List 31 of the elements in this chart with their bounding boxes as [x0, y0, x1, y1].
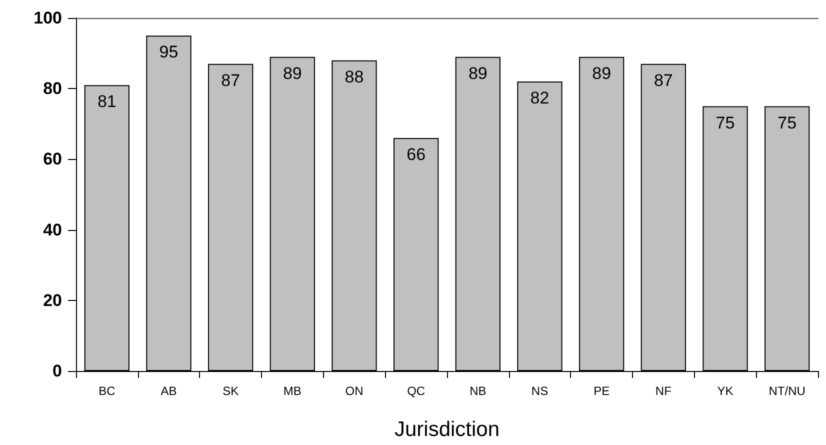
data-label: 82	[530, 88, 550, 108]
y-tick-label: 40	[43, 220, 62, 240]
x-tick-label: NB	[470, 384, 486, 398]
y-tick-label: 100	[34, 8, 62, 28]
x-tick-label: ON	[345, 384, 364, 398]
data-label: 95	[159, 42, 178, 62]
x-tick-label: SK	[222, 384, 239, 398]
data-label: 89	[282, 64, 302, 83]
data-label: 87	[221, 70, 240, 90]
x-tick-label: AB	[160, 384, 177, 398]
x-tick-label: QC	[407, 384, 426, 398]
y-tick-label: 80	[43, 79, 62, 98]
data-label: 87	[654, 70, 673, 90]
data-label: 81	[97, 92, 116, 112]
data-label: 89	[592, 64, 612, 83]
x-tick-label: NT/NU	[768, 384, 806, 398]
data-label: 89	[468, 64, 488, 83]
data-label: 88	[344, 67, 364, 86]
y-tick-label: 20	[43, 290, 62, 310]
data-label: 66	[406, 145, 426, 164]
x-axis-title: Jurisdiction	[394, 418, 500, 441]
y-tick-label: 60	[43, 150, 62, 169]
x-tick-label: BC	[98, 384, 116, 398]
data-label: 75	[716, 113, 735, 132]
x-tick-label: PE	[594, 384, 610, 398]
x-tick-label: NS	[531, 384, 548, 398]
data-label: 75	[778, 113, 797, 132]
y-tick-label: 0	[52, 362, 62, 380]
x-tick-label: MB	[283, 384, 302, 398]
x-tick-label: YK	[717, 384, 734, 398]
x-tick-label: NF	[655, 384, 672, 398]
